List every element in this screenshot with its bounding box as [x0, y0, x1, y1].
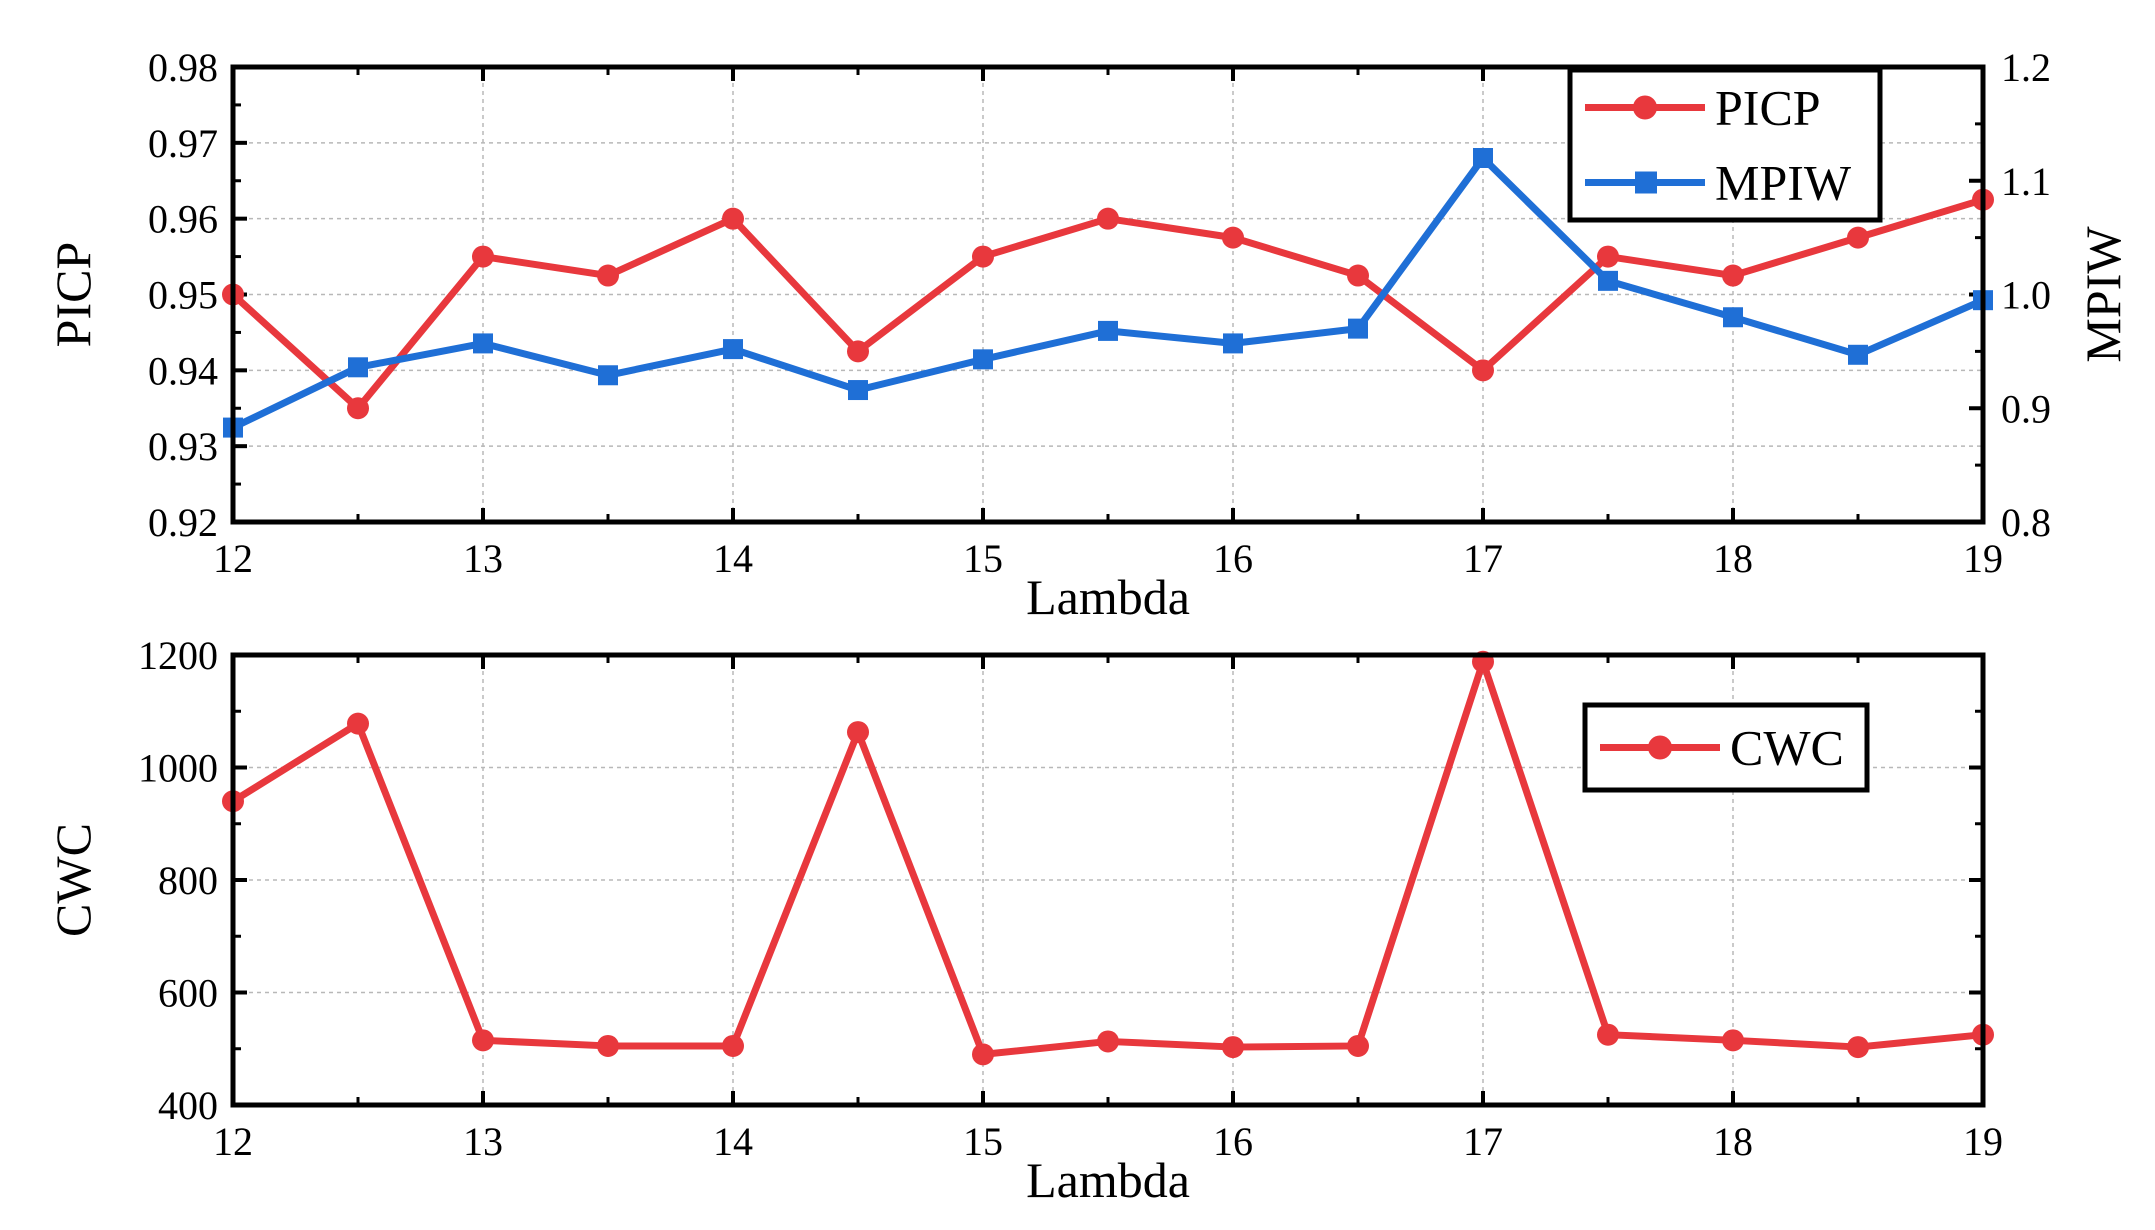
y-tick-label: 0.96 — [148, 197, 218, 242]
x-tick-label: 19 — [1963, 536, 2003, 581]
x-tick-label: 15 — [963, 1119, 1003, 1164]
cwc-point — [1222, 1036, 1244, 1059]
picp-point — [1347, 264, 1369, 287]
y-tick-label: 0.95 — [148, 273, 218, 318]
mpiw-point — [348, 357, 368, 378]
x-tick-label: 18 — [1713, 536, 1753, 581]
picp-point — [1722, 264, 1744, 287]
mpiw-point — [1348, 318, 1368, 339]
y-tick-label: 0.98 — [148, 45, 218, 90]
picp-point — [847, 340, 869, 363]
plot-frame — [230, 64, 1986, 525]
mpiw-point — [1223, 333, 1243, 354]
y-tick-label: 0.92 — [148, 500, 218, 545]
x-tick-label: 13 — [463, 1119, 503, 1164]
mpiw-point — [1473, 148, 1493, 168]
cwc-point — [972, 1043, 994, 1066]
mpiw-point — [473, 333, 493, 354]
x-tick-label: 14 — [713, 1119, 753, 1164]
cwc-point — [347, 712, 369, 735]
mpiw-point — [1098, 320, 1118, 341]
y-axis-title: PICP — [45, 242, 101, 348]
x-tick-label: 12 — [213, 536, 253, 581]
mpiw-point — [723, 339, 743, 360]
y-tick-label: 0.97 — [148, 121, 218, 166]
cwc-point — [1597, 1023, 1619, 1046]
x-axis-title: Lambda — [1026, 1152, 1190, 1208]
mpiw-point — [1598, 270, 1618, 291]
picp-point — [722, 207, 744, 230]
plot-frame — [230, 652, 1986, 1108]
y2-tick-label: 1.0 — [2001, 273, 2051, 318]
y2-tick-label: 1.1 — [2001, 159, 2051, 204]
cwc-point — [1847, 1036, 1869, 1059]
picp-point — [1472, 359, 1494, 382]
mpiw-point — [1848, 344, 1868, 365]
x-tick-label: 17 — [1463, 536, 1503, 581]
y-tick-label: 1200 — [138, 633, 218, 678]
mpiw-point — [1723, 307, 1743, 328]
picp-series-line — [230, 196, 1985, 412]
legend-label-mpiw: MPIW — [1715, 155, 1852, 211]
picp-point — [347, 397, 369, 420]
picp-point — [472, 245, 494, 268]
legend-marker-mpiw — [1635, 171, 1657, 194]
y-tick-label: 0.94 — [148, 348, 218, 393]
x-tick-label: 13 — [463, 536, 503, 581]
cwc-point — [722, 1034, 744, 1057]
mpiw-point — [973, 349, 993, 370]
y-tick-label: 0.93 — [148, 424, 218, 469]
y-tick-label: 600 — [158, 971, 218, 1016]
legend-box — [1567, 67, 1883, 223]
x-tick-label: 15 — [963, 536, 1003, 581]
picp-point — [1222, 226, 1244, 249]
y-tick-label: 1000 — [138, 746, 218, 791]
picp-point — [1097, 207, 1119, 230]
picp-point — [1597, 245, 1619, 268]
x-tick-label: 14 — [713, 536, 753, 581]
x-tick-label: 17 — [1463, 1119, 1503, 1164]
cwc-point — [472, 1029, 494, 1052]
x-tick-label: 16 — [1213, 1119, 1253, 1164]
picp-point — [1847, 226, 1869, 249]
x-tick-label: 18 — [1713, 1119, 1753, 1164]
mpiw-point — [848, 380, 868, 401]
legend-label-picp: PICP — [1715, 80, 1821, 136]
cwc-point — [1722, 1029, 1744, 1052]
x-axis-title: Lambda — [1026, 569, 1190, 625]
cwc-panel: 12 13 14 15 16 17 18 19 400 600 800 1000 1200 Lambda C… — [45, 633, 2003, 1208]
legend-label-cwc: CWC — [1730, 720, 1844, 776]
y-tick-label: 800 — [158, 858, 218, 903]
picp-point — [972, 245, 994, 268]
y-tick-label: 400 — [158, 1083, 218, 1128]
legend-marker-cwc — [1648, 735, 1672, 760]
cwc-point — [847, 721, 869, 744]
picp-point — [597, 264, 619, 287]
x-tick-label: 19 — [1963, 1119, 2003, 1164]
cwc-point — [597, 1034, 619, 1057]
y2-axis-title: MPIW — [2075, 226, 2131, 363]
y2-tick-label: 0.8 — [2001, 500, 2051, 545]
x-tick-label: 12 — [213, 1119, 253, 1164]
y-axis-title: CWC — [45, 823, 101, 937]
y2-tick-label: 1.2 — [2001, 45, 2051, 90]
legend-marker-picp — [1633, 95, 1657, 120]
cwc-point — [1097, 1030, 1119, 1053]
y2-tick-label: 0.9 — [2001, 386, 2051, 431]
x-tick-label: 16 — [1213, 536, 1253, 581]
picp-mpiw-panel: 12 13 14 15 16 17 18 19 0.92 0.93 0.94 0.95 0.96 0.97… — [45, 45, 2131, 625]
cwc-point — [1347, 1034, 1369, 1057]
mpiw-point — [598, 365, 618, 386]
